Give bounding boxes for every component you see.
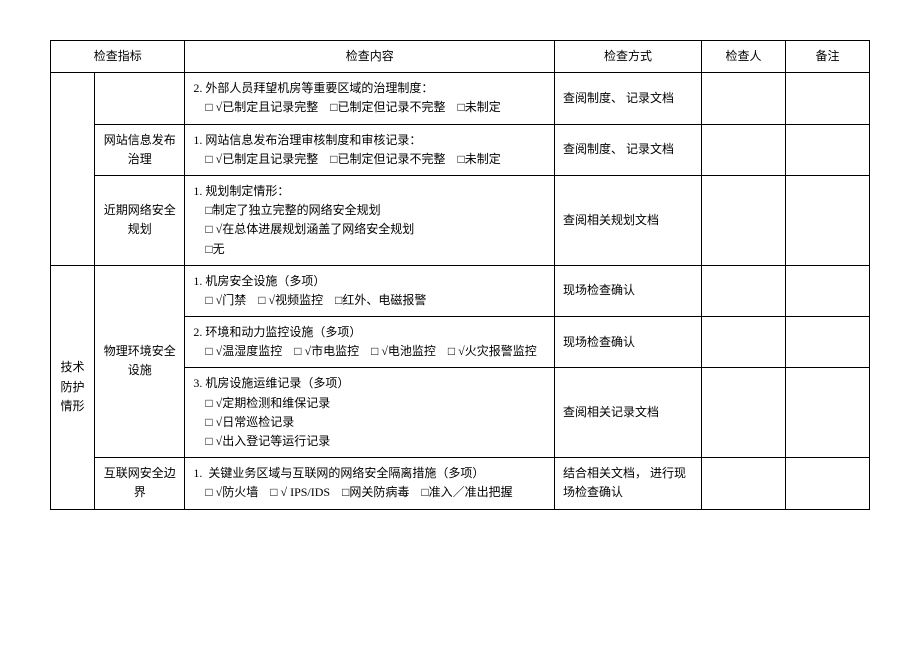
content-cell: 1. 网站信息发布治理审核制度和审核记录： □ √已制定且记录完整 □已制定但记… <box>185 124 555 175</box>
note-cell <box>785 317 869 368</box>
person-cell <box>701 458 785 509</box>
person-cell <box>701 317 785 368</box>
note-cell <box>785 265 869 316</box>
header-row: 检查指标 检查内容 检查方式 检查人 备注 <box>51 41 870 73</box>
th-content: 检查内容 <box>185 41 555 73</box>
person-cell <box>701 175 785 265</box>
table-row: 2. 外部人员拜望机房等重要区域的治理制度： □ √已制定且记录完整 □已制定但… <box>51 73 870 124</box>
checklist-table: 检查指标 检查内容 检查方式 检查人 备注 2. 外部人员拜望机房等重要区域的治… <box>50 40 870 510</box>
person-cell <box>701 124 785 175</box>
indicator-sub-blank <box>95 73 185 124</box>
method-cell: 查阅相关规划文档 <box>554 175 701 265</box>
method-cell: 现场检查确认 <box>554 265 701 316</box>
method-cell: 结合相关文档， 进行现场检查确认 <box>554 458 701 509</box>
table-row: 网站信息发布治理 1. 网站信息发布治理审核制度和审核记录： □ √已制定且记录… <box>51 124 870 175</box>
method-cell: 查阅制度、 记录文档 <box>554 124 701 175</box>
note-cell <box>785 175 869 265</box>
content-cell: 2. 外部人员拜望机房等重要区域的治理制度： □ √已制定且记录完整 □已制定但… <box>185 73 555 124</box>
content-cell: 1. 关键业务区域与互联网的网络安全隔离措施（多项） □ √防火墙 □ √ IP… <box>185 458 555 509</box>
content-cell: 1. 规划制定情形： □制定了独立完整的网络安全规划 □ √在总体进展规划涵盖了… <box>185 175 555 265</box>
note-cell <box>785 458 869 509</box>
content-cell: 1. 机房安全设施（多项） □ √门禁 □ √视频监控 □红外、电磁报警 <box>185 265 555 316</box>
table-row: 互联网安全边界 1. 关键业务区域与互联网的网络安全隔离措施（多项） □ √防火… <box>51 458 870 509</box>
content-cell: 3. 机房设施运维记录（多项） □ √定期检测和维保记录 □ √日常巡检记录 □… <box>185 368 555 458</box>
content-cell: 2. 环境和动力监控设施（多项） □ √温湿度监控 □ √市电监控 □ √电池监… <box>185 317 555 368</box>
indicator-sub-plan: 近期网络安全规划 <box>95 175 185 265</box>
person-cell <box>701 73 785 124</box>
indicator-sub-web: 网站信息发布治理 <box>95 124 185 175</box>
note-cell <box>785 124 869 175</box>
table-row: 技术防护情形 物理环境安全设施 1. 机房安全设施（多项） □ √门禁 □ √视… <box>51 265 870 316</box>
th-person: 检查人 <box>701 41 785 73</box>
person-cell <box>701 265 785 316</box>
indicator-group-2: 技术防护情形 <box>51 265 95 509</box>
indicator-sub-phys: 物理环境安全设施 <box>95 265 185 458</box>
method-cell: 查阅制度、 记录文档 <box>554 73 701 124</box>
th-indicator: 检查指标 <box>51 41 185 73</box>
note-cell <box>785 368 869 458</box>
note-cell <box>785 73 869 124</box>
person-cell <box>701 368 785 458</box>
method-cell: 现场检查确认 <box>554 317 701 368</box>
th-method: 检查方式 <box>554 41 701 73</box>
table-row: 近期网络安全规划 1. 规划制定情形： □制定了独立完整的网络安全规划 □ √在… <box>51 175 870 265</box>
indicator-group-1 <box>51 73 95 266</box>
method-cell: 查阅相关记录文档 <box>554 368 701 458</box>
indicator-sub-internet: 互联网安全边界 <box>95 458 185 509</box>
th-note: 备注 <box>785 41 869 73</box>
